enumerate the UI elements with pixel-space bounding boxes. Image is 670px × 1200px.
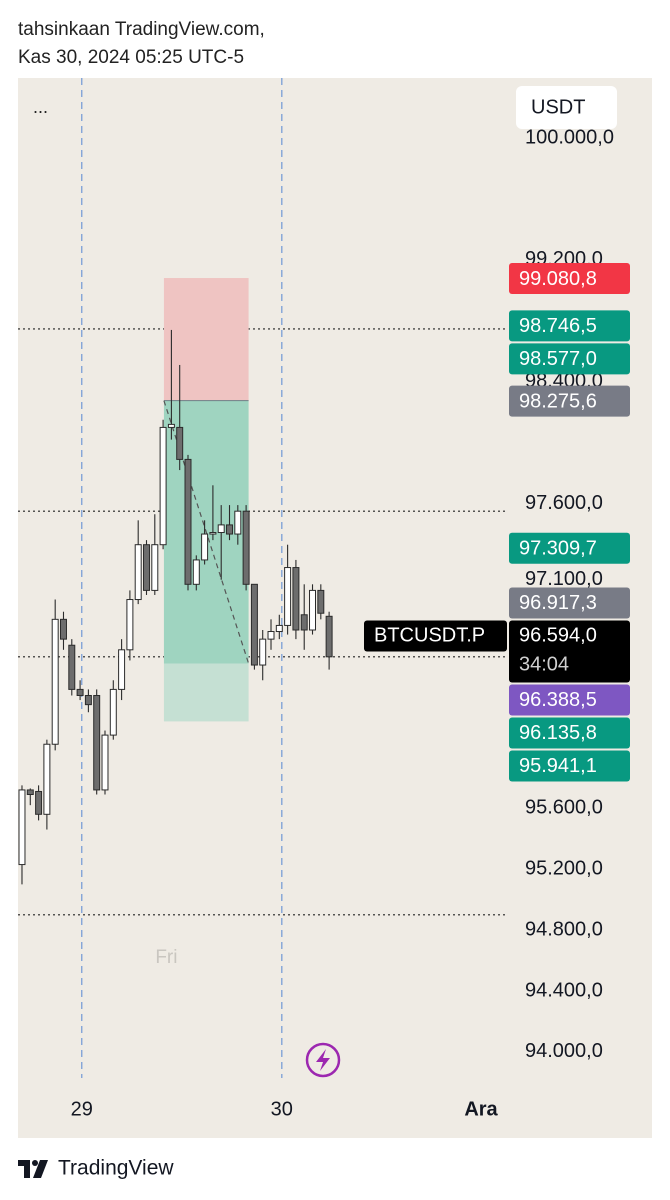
candle-body: [68, 644, 76, 690]
price-badge-label: 96.135,8: [519, 722, 597, 744]
candle-body: [209, 532, 217, 535]
price-badge: [509, 310, 630, 342]
candle-body: [143, 544, 150, 591]
candle-body: [217, 524, 225, 534]
y-tick-label: 94.800,0: [525, 918, 603, 940]
candle-body: [134, 544, 142, 601]
candle-body: [35, 790, 43, 815]
candle-body: [325, 615, 333, 658]
x-tick-label: 30: [271, 1098, 293, 1120]
y-tick-label: 95.600,0: [525, 796, 603, 818]
candle-body: [309, 589, 317, 631]
candle-body: [84, 694, 92, 706]
candle-body: [43, 743, 51, 815]
y-tick-label: 94.000,0: [525, 1040, 603, 1062]
current-price-label: 96.594,0: [519, 625, 597, 647]
candle-body: [242, 510, 250, 585]
current-price-badge: [509, 620, 630, 683]
stop-zone: [163, 278, 249, 401]
countdown: 34:04: [519, 654, 569, 676]
price-badge: [509, 343, 630, 375]
candle-body: [292, 567, 300, 631]
price-badge: [509, 684, 630, 716]
candle-body: [192, 559, 200, 585]
candle-body: [226, 524, 233, 535]
candle-body: [234, 510, 242, 535]
price-badge: [509, 587, 630, 619]
candle-body: [26, 789, 34, 796]
candle-body: [126, 599, 134, 651]
currency-button[interactable]: [516, 86, 617, 129]
menu-button[interactable]: ...: [33, 97, 48, 117]
session-label: Fri: [155, 947, 177, 968]
candle-body: [201, 533, 209, 561]
candle-body: [250, 583, 258, 666]
y-tick-label: 94.400,0: [525, 979, 603, 1001]
price-badge-label: 96.388,5: [519, 689, 597, 711]
candle-body: [18, 789, 26, 866]
candle-body: [151, 544, 159, 591]
x-tick-label: Ara: [464, 1098, 498, 1120]
candle-body: [101, 734, 109, 791]
price-badge-label: 95.941,1: [519, 755, 597, 777]
candle-body: [109, 688, 117, 736]
extended-zone: [163, 663, 249, 722]
price-badge-label: 97.309,7: [519, 538, 597, 560]
price-badge: [509, 385, 630, 417]
y-tick-label: 100.000,0: [525, 126, 614, 148]
candle-body: [76, 688, 84, 696]
brand: TradingView: [58, 1157, 174, 1180]
x-tick-label: 29: [71, 1098, 93, 1120]
symbol-label: BTCUSDT.P: [374, 625, 485, 647]
y-tick-label: 97.100,0: [525, 568, 603, 590]
candle-body: [267, 631, 275, 640]
price-badge-label: 96.917,3: [519, 592, 597, 614]
currency-label[interactable]: USDT: [531, 96, 585, 118]
candle-body: [118, 649, 126, 690]
price-badge-label: 99.080,8: [519, 268, 597, 290]
price-badge: [509, 263, 630, 295]
y-tick-label: 95.200,0: [525, 857, 603, 879]
candle-body: [159, 426, 167, 546]
price-badge: [509, 532, 630, 564]
header-line: tahsinkaan TradingView.com,: [18, 19, 265, 40]
candle-body: [300, 614, 308, 631]
candle-body: [167, 423, 175, 428]
candle-body: [51, 618, 59, 745]
price-badge: [509, 750, 630, 782]
candle-body: [259, 638, 267, 666]
price-badge-label: 98.577,0: [519, 348, 597, 370]
symbol-badge: [364, 620, 507, 652]
candle-body: [60, 618, 67, 640]
alert-icon[interactable]: [305, 1042, 341, 1078]
candle-body: [176, 426, 184, 460]
brand-logo: [18, 1160, 48, 1178]
candle-body: [317, 589, 325, 614]
candle-body: [284, 567, 292, 626]
price-badge-label: 98.275,6: [519, 390, 597, 412]
header-line: Kas 30, 2024 05:25 UTC-5: [18, 47, 244, 68]
y-tick-label: 97.600,0: [525, 492, 603, 514]
candle-body: [93, 694, 101, 791]
price-badge-label: 98.746,5: [519, 315, 597, 337]
candle-body: [184, 458, 192, 585]
candle-body: [275, 624, 283, 633]
price-badge: [509, 717, 630, 749]
